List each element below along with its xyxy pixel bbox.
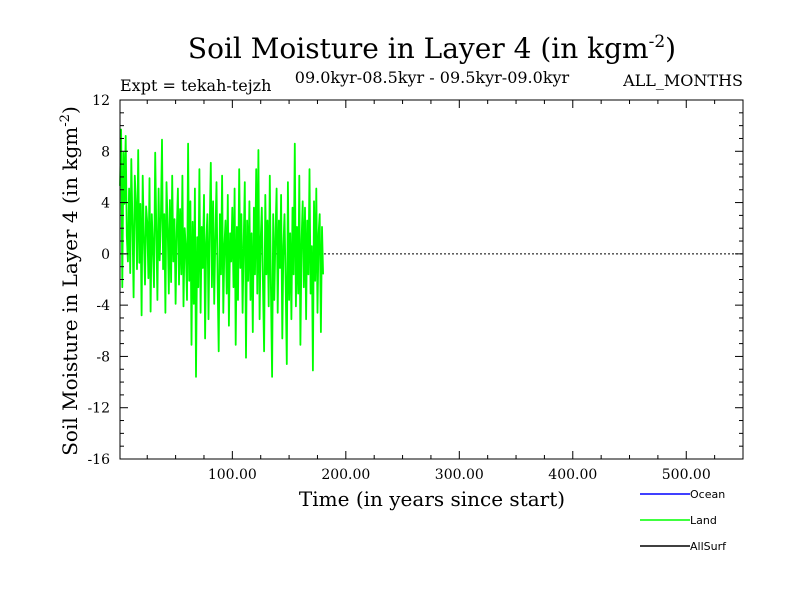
legend-label-ocean: Ocean [690,488,725,501]
expt-label: Expt = tekah-tejzh [120,76,271,95]
x-tick-label: 400.00 [548,467,597,483]
title-superscript: -2 [649,32,666,52]
series-line-land [119,128,324,378]
x-tick-label: 100.00 [208,467,257,483]
y-tick-label: 4 [101,196,110,212]
title-close: ) [665,32,676,65]
period-label: 09.0kyr-08.5kyr - 09.5kyr-09.0kyr [295,68,570,87]
y-tick-label: 0 [101,247,110,263]
chart-title: Soil Moisture in Layer 4 (in kgm-2) [188,32,676,65]
y-tick-label: -12 [87,401,110,417]
y-tick-label: 12 [92,93,110,109]
y-axis-label-superscript: -2 [58,114,73,127]
y-axis-label: Soil Moisture in Layer 4 (in kgm-2) [58,106,82,456]
plot-area: 100.00 200.00 300.00 400.00 500.00 12 8 4 0 -4 -8 -… [87,93,744,483]
x-tick-label: 300.00 [435,467,484,483]
legend-label-land: Land [690,514,717,527]
y-tick-label: -8 [96,349,110,365]
legend: Ocean Land AllSurf [640,488,727,553]
legend-label-allsurf: AllSurf [690,540,727,553]
months-label: ALL_MONTHS [622,71,743,90]
y-tick-label: -16 [87,452,110,468]
x-tick-label: 200.00 [321,467,370,483]
title-text: Soil Moisture in Layer 4 (in kgm [188,32,649,65]
y-tick-label: -4 [96,298,110,314]
y-axis-label-text: Soil Moisture in Layer 4 (in kgm [58,127,82,456]
x-tick-label: 500.00 [662,467,711,483]
x-axis-label: Time (in years since start) [299,487,565,511]
y-axis-label-close: ) [58,106,82,114]
y-tick-label: 8 [101,144,110,160]
